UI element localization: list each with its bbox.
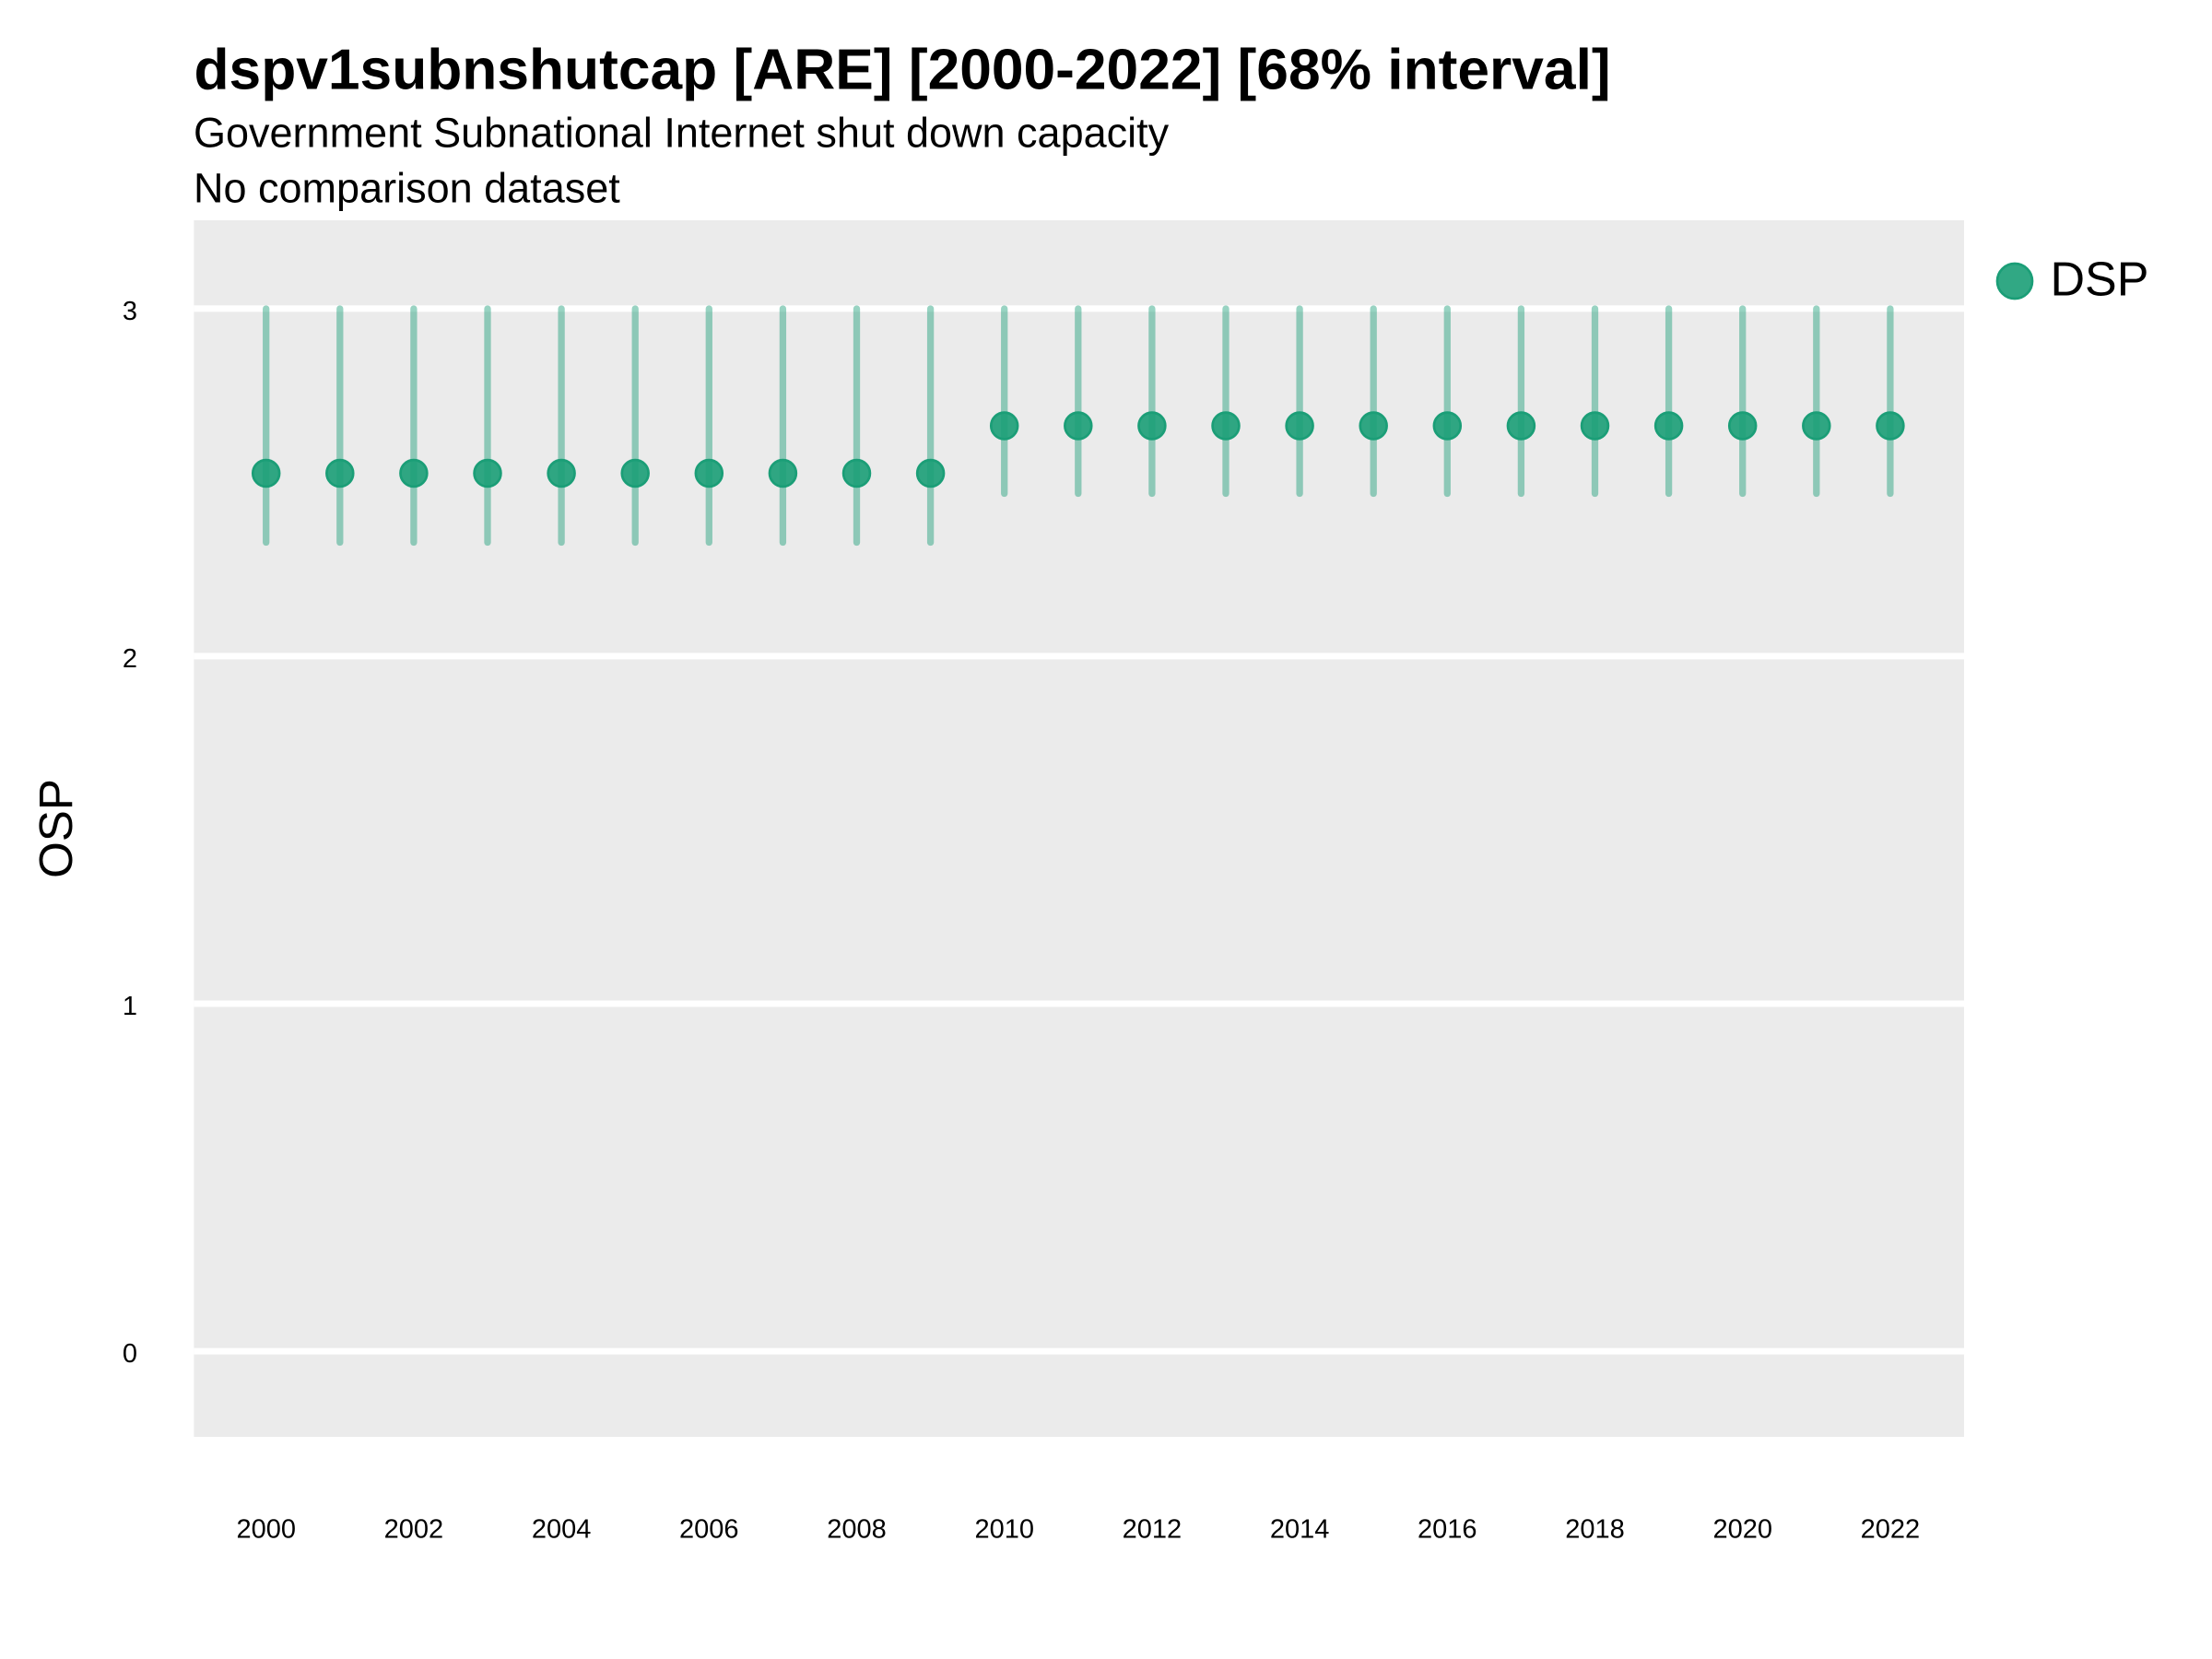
svg-text:2020: 2020	[1712, 1515, 1772, 1545]
svg-text:DSP: DSP	[2051, 253, 2149, 307]
svg-text:0: 0	[123, 1339, 137, 1369]
svg-text:2008: 2008	[827, 1515, 887, 1545]
svg-text:2014: 2014	[1270, 1515, 1330, 1545]
svg-text:2: 2	[123, 644, 137, 674]
svg-text:2010: 2010	[974, 1515, 1034, 1545]
svg-text:2018: 2018	[1565, 1515, 1625, 1545]
svg-text:2012: 2012	[1123, 1515, 1182, 1545]
svg-text:3: 3	[123, 297, 137, 326]
svg-text:2000: 2000	[236, 1515, 296, 1545]
svg-text:No comparison dataset: No comparison dataset	[194, 165, 620, 212]
svg-text:dspv1subnshutcap [ARE] [2000-2: dspv1subnshutcap [ARE] [2000-2022] [68% …	[194, 38, 1611, 101]
svg-text:OSP: OSP	[29, 779, 82, 878]
svg-text:2016: 2016	[1418, 1515, 1477, 1545]
svg-text:2022: 2022	[1861, 1515, 1921, 1545]
svg-text:Government Subnational Interne: Government Subnational Internet shut dow…	[194, 109, 1170, 156]
svg-text:2004: 2004	[532, 1515, 592, 1545]
svg-text:2006: 2006	[679, 1515, 739, 1545]
svg-text:1: 1	[123, 992, 137, 1021]
svg-text:2002: 2002	[384, 1515, 444, 1545]
